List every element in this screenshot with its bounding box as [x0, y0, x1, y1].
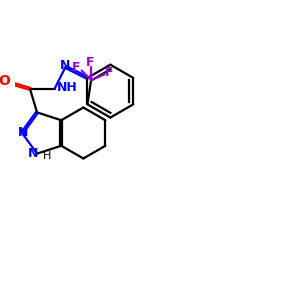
Text: H: H	[43, 151, 51, 160]
Text: N: N	[59, 58, 70, 71]
Text: F: F	[105, 66, 113, 79]
Text: O: O	[0, 74, 11, 88]
Text: F: F	[72, 61, 80, 74]
Text: NH: NH	[57, 81, 78, 94]
Text: F: F	[86, 56, 94, 69]
Text: N: N	[18, 126, 28, 139]
Text: N: N	[28, 147, 38, 160]
